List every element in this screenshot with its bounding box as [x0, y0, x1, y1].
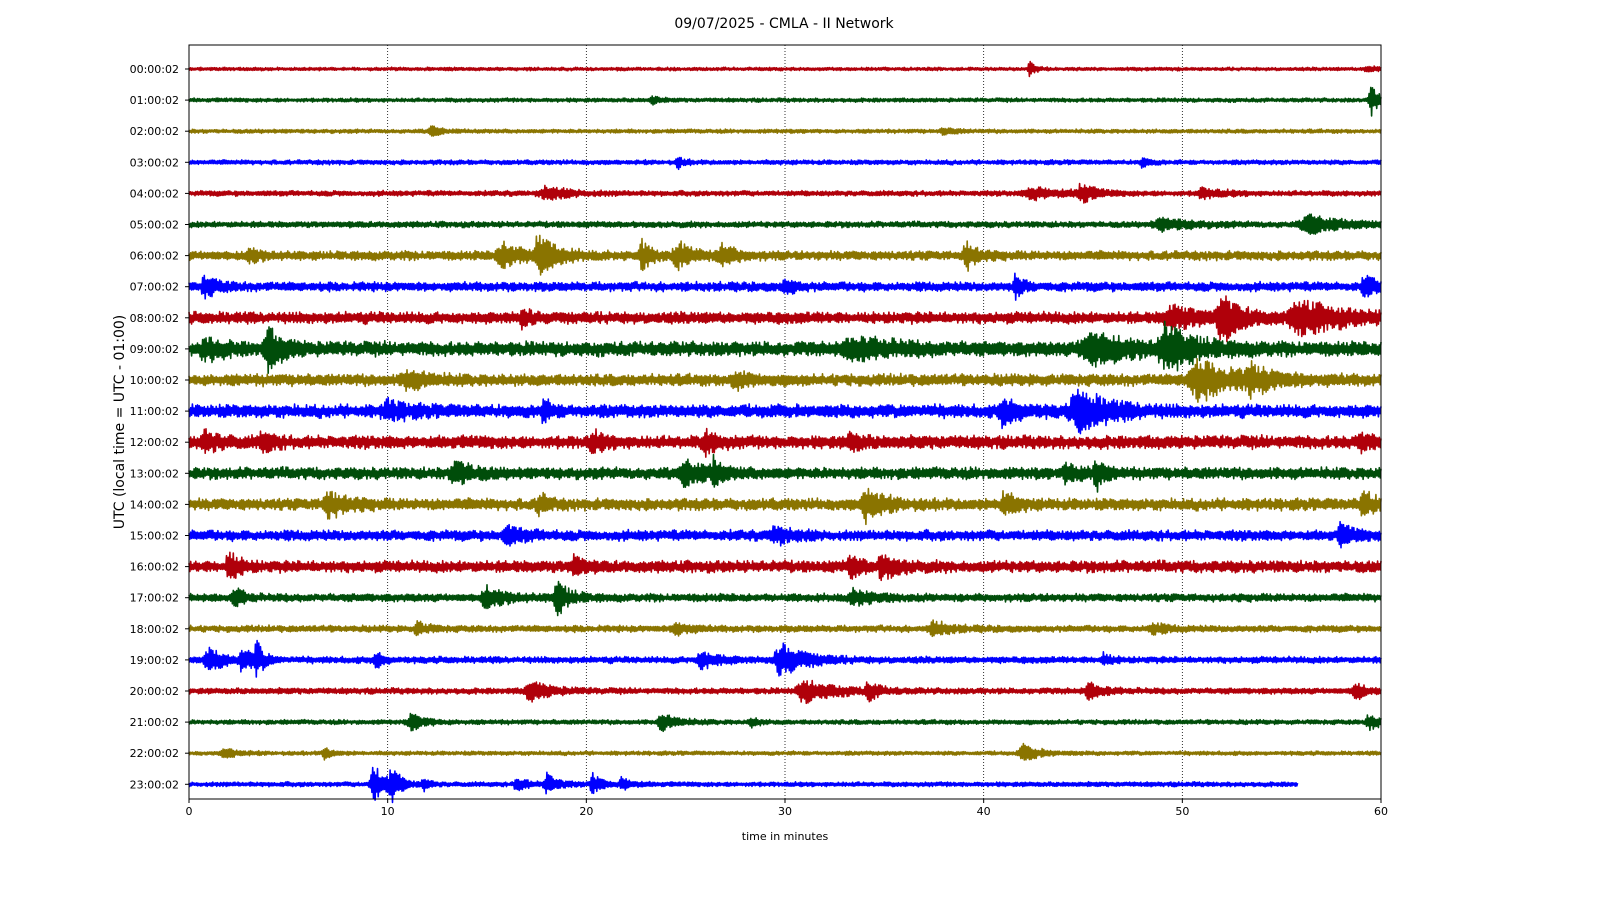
- y-tick-label: 21:00:02: [130, 716, 179, 729]
- trace-13-00-02: [188, 453, 1382, 493]
- y-tick-label: 05:00:02: [130, 219, 179, 232]
- trace-22-00-02: [188, 742, 1382, 761]
- trace-19-00-02: [188, 639, 1382, 678]
- y-tick-label: 20:00:02: [130, 685, 179, 698]
- trace-08-00-02: [188, 295, 1382, 343]
- y-tick-label: 12:00:02: [130, 436, 179, 449]
- trace-10-00-02: [188, 358, 1382, 403]
- y-tick-label: 06:00:02: [130, 250, 179, 263]
- x-tick-label: 20: [579, 805, 593, 818]
- x-tick-label: 30: [778, 805, 792, 818]
- x-tick-label: 60: [1374, 805, 1388, 818]
- x-tick-label: 10: [381, 805, 395, 818]
- y-tick-label: 02:00:02: [130, 125, 179, 138]
- y-tick-label: 11:00:02: [130, 405, 179, 418]
- y-tick-label: 22:00:02: [130, 747, 179, 760]
- trace-00-00-02: [188, 60, 1382, 78]
- trace-06-00-02: [188, 234, 1382, 276]
- chart-title: 09/07/2025 - CMLA - II Network: [674, 16, 894, 32]
- trace-14-00-02: [188, 487, 1382, 526]
- y-tick-label: 09:00:02: [130, 343, 179, 356]
- y-tick-label: 16:00:02: [130, 561, 179, 574]
- trace-23-00-02: [188, 766, 1299, 804]
- x-tick-label: 40: [977, 805, 991, 818]
- x-tick-label: 50: [1175, 805, 1189, 818]
- y-tick-label: 08:00:02: [130, 312, 179, 325]
- y-tick-labels: 00:00:02 01:00:02 02:00:02 03:00:02 04:00:02…: [130, 63, 189, 791]
- y-tick-label: 18:00:02: [130, 623, 179, 636]
- y-tick-label: 10:00:02: [130, 374, 179, 387]
- grid-lines: [387, 45, 1183, 799]
- trace-21-00-02: [188, 712, 1382, 733]
- trace-15-00-02: [188, 520, 1382, 549]
- y-tick-label: 03:00:02: [130, 156, 179, 169]
- seismogram-traces: [188, 60, 1382, 804]
- trace-04-00-02: [188, 182, 1382, 204]
- trace-11-00-02: [188, 388, 1382, 435]
- y-axis-label: UTC (local time = UTC - 01:00): [112, 315, 128, 530]
- trace-03-00-02: [188, 156, 1382, 171]
- trace-01-00-02: [188, 86, 1382, 117]
- y-tick-label: 23:00:02: [130, 778, 179, 791]
- y-tick-label: 17:00:02: [130, 592, 179, 605]
- trace-02-00-02: [188, 125, 1382, 137]
- y-tick-label: 01:00:02: [130, 94, 179, 107]
- y-tick-label: 07:00:02: [130, 281, 179, 294]
- x-axis-label: time in minutes: [742, 830, 829, 843]
- trace-05-00-02: [188, 213, 1382, 235]
- trace-18-00-02: [188, 619, 1382, 638]
- y-tick-label: 04:00:02: [130, 187, 179, 200]
- y-tick-label: 00:00:02: [130, 63, 179, 76]
- trace-07-00-02: [188, 272, 1382, 301]
- trace-09-00-02: [188, 320, 1382, 374]
- x-tick-label: 0: [186, 805, 193, 818]
- y-tick-label: 15:00:02: [130, 530, 179, 543]
- trace-12-00-02: [188, 427, 1382, 458]
- y-tick-label: 19:00:02: [130, 654, 179, 667]
- y-tick-label: 14:00:02: [130, 498, 179, 511]
- trace-20-00-02: [188, 679, 1382, 705]
- trace-16-00-02: [188, 551, 1382, 582]
- trace-17-00-02: [188, 580, 1382, 617]
- x-tick-labels: 0 10 20 30 40 50 60: [186, 799, 1388, 818]
- plot-frame: [188, 44, 1382, 800]
- y-tick-label: 13:00:02: [130, 467, 179, 480]
